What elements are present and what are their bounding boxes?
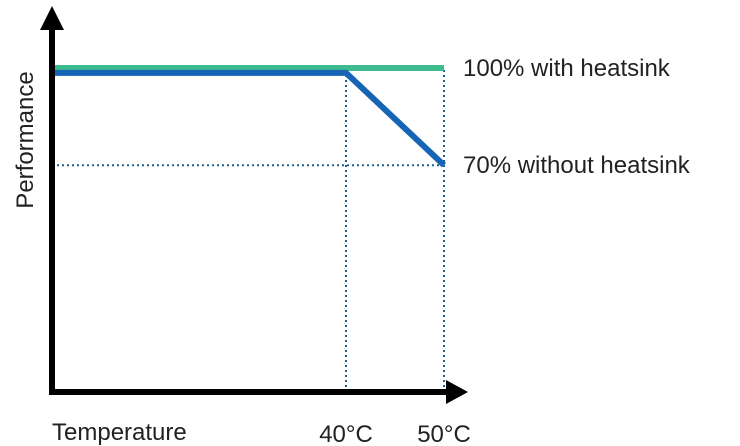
y-axis-label: Performance bbox=[12, 71, 39, 208]
y-axis-arrowhead bbox=[40, 6, 64, 30]
reference-lines bbox=[52, 68, 445, 392]
series-end-label: 70% without heatsink bbox=[463, 152, 691, 179]
series-end-label: 100% with heatsink bbox=[463, 55, 671, 82]
series-lines bbox=[52, 65, 447, 168]
series-line-1 bbox=[52, 69, 447, 168]
x-axis-label: Temperature bbox=[52, 419, 187, 446]
x-axis-arrowhead bbox=[446, 380, 468, 404]
x-tick-label: 50°C bbox=[417, 421, 471, 446]
x-tick-label: 40°C bbox=[319, 421, 373, 446]
labels: Performance Temperature 40°C 50°C 100% w… bbox=[12, 55, 691, 446]
axes bbox=[40, 6, 468, 404]
